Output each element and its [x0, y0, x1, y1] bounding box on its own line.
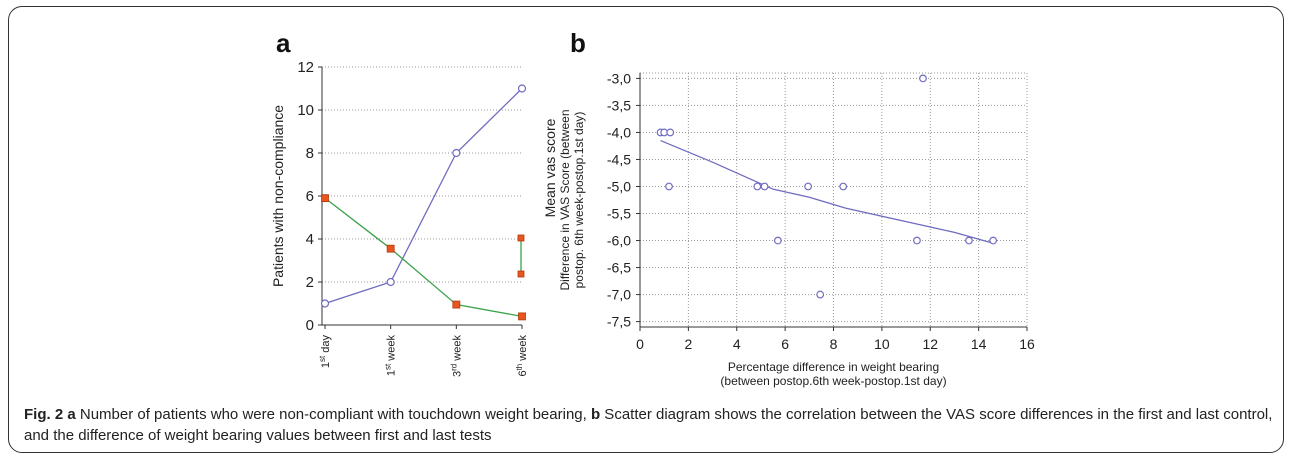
- y-tick-label: 2: [306, 274, 314, 291]
- y-tick-label: 6: [306, 188, 314, 205]
- scatter-point: [965, 236, 973, 245]
- panel-a-letter: a: [276, 28, 291, 58]
- scatter-point: [913, 236, 921, 245]
- x-axis-label-line2: (between postop.6th week-postop.1st day): [720, 374, 946, 388]
- caption-fig-label: Fig. 2: [24, 406, 64, 423]
- y-axis-label: Patients with non-compliance: [270, 105, 286, 287]
- y-tick-label: 4: [306, 231, 314, 248]
- scatter-point: [665, 182, 673, 191]
- y-tick-label: -3,0: [607, 70, 631, 86]
- scatter-point: [773, 236, 782, 245]
- data-point: [517, 84, 527, 93]
- y-tick-label: -5,5: [607, 206, 631, 222]
- x-tick-label: 8: [830, 336, 838, 352]
- x-tick-label: 2: [684, 336, 692, 352]
- data-point: [320, 299, 330, 308]
- scatter-point: [760, 182, 769, 191]
- regression-line: [660, 139, 994, 244]
- chart-b: -3,0 -3,5 -4,0 -4,5 -5,0 -5,5 -6,0 -6,5 -7,0 -7,5…: [558, 70, 1035, 388]
- legend-marker: [517, 270, 525, 278]
- caption-b-label: b: [590, 406, 601, 423]
- data-point: [452, 300, 461, 309]
- x-tick-label: 0: [636, 336, 644, 352]
- y-tick-label: -6,5: [607, 260, 631, 276]
- x-tick-label: 12: [922, 336, 938, 352]
- legend-label: Mean vas score: [542, 118, 558, 217]
- y-tick-label: 12: [297, 59, 314, 76]
- scatter-point: [839, 182, 848, 191]
- scatter-point: [989, 236, 998, 245]
- y-tick-label: 0: [306, 317, 314, 334]
- y-tick-label: 10: [297, 102, 314, 119]
- series-line-0: [324, 88, 523, 305]
- x-tick-label: 6: [781, 336, 789, 352]
- panel-b-letter: b: [570, 28, 586, 58]
- x-axis-label-line1: Percentage difference in weight bearing: [728, 360, 939, 374]
- y-tick-label: -5,0: [607, 178, 631, 194]
- scatter-point: [919, 74, 927, 83]
- data-point: [386, 244, 395, 253]
- y-tick-label: 8: [306, 145, 314, 162]
- scatter-point: [816, 290, 825, 299]
- figure-frame: [8, 6, 1284, 453]
- x-tick-label: 1st day: [318, 335, 332, 369]
- x-tick-label: 1st week: [384, 335, 398, 377]
- caption-a-text: Number of patients who were non-complian…: [75, 406, 591, 423]
- x-tick-label: 4: [733, 336, 741, 352]
- scatter-point: [804, 182, 813, 191]
- legend-marker: [517, 234, 525, 242]
- chart-a: 0 2 4 6 8 10 12 1st day 1st week 3rd week 6th week…: [270, 59, 558, 377]
- caption-b-text: Scatter diagram shows the correlation be…: [24, 406, 1273, 444]
- y-tick-label: -3,5: [607, 97, 631, 113]
- data-point: [452, 148, 461, 158]
- y-tick-label: -4,0: [607, 124, 631, 140]
- x-tick-label: 10: [874, 336, 890, 352]
- caption-a-label: a: [67, 406, 76, 423]
- y-tick-label: -4,5: [607, 151, 631, 167]
- data-point: [386, 277, 395, 287]
- y-axis-label-line2: postop. 6th week-postop.1st day): [572, 112, 586, 289]
- x-tick-label: 3rd week: [449, 335, 463, 377]
- figure-caption: Fig. 2 a Number of patients who were non…: [24, 404, 1274, 446]
- y-tick-label: -7,5: [607, 314, 631, 330]
- data-point: [321, 194, 329, 203]
- y-tick-label: -6,0: [607, 233, 631, 249]
- scatter-point: [753, 182, 762, 191]
- x-tick-label: 6th week: [515, 335, 529, 377]
- scatter-point: [666, 128, 675, 137]
- series-line-1: [324, 197, 523, 318]
- x-tick-label: 16: [1019, 336, 1035, 352]
- data-point: [518, 312, 526, 321]
- x-tick-label: 14: [971, 336, 987, 352]
- y-axis-label-line1: Difference in VAS Score (between: [558, 110, 572, 291]
- y-tick-label: -7,0: [607, 287, 631, 303]
